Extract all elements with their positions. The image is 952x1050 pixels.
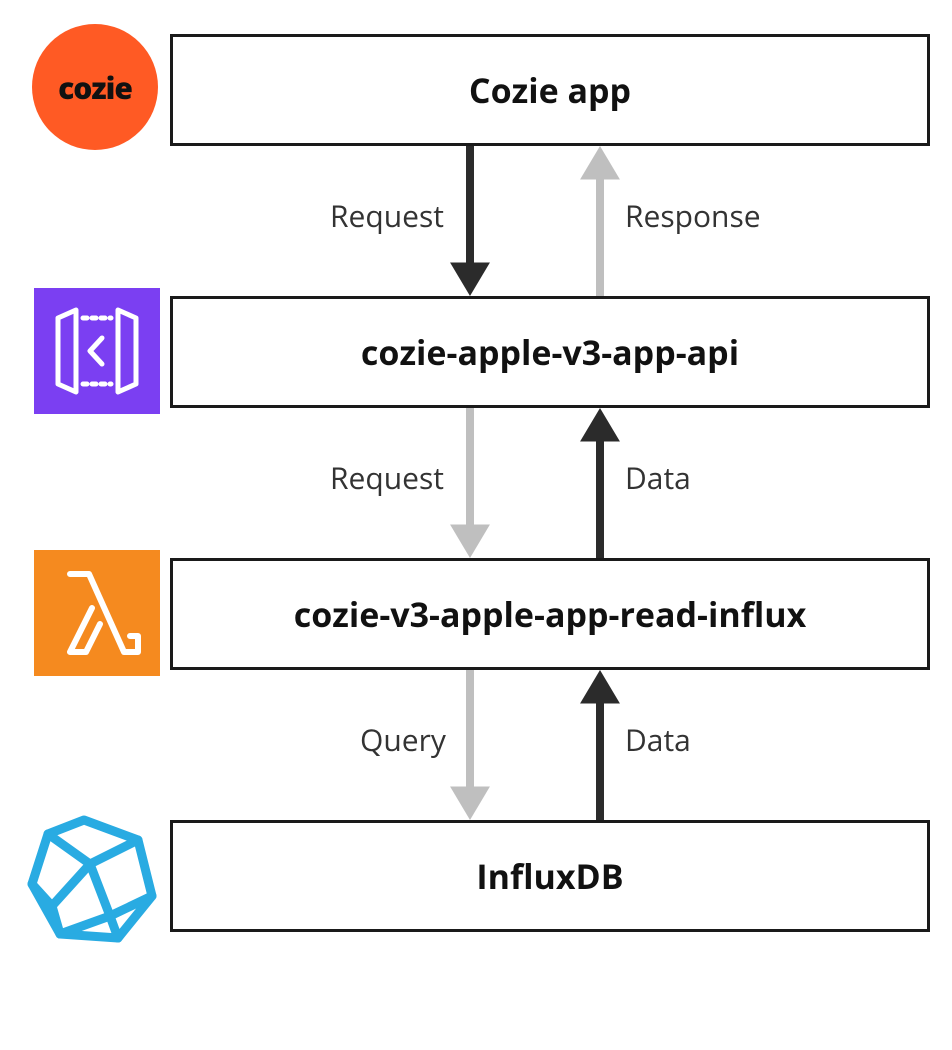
label-data-3: Data	[625, 719, 691, 760]
label-response-1: Response	[625, 195, 761, 236]
label-query-3: Query	[360, 719, 446, 760]
arrows-layer	[0, 0, 952, 1050]
label-request-2: Request	[330, 457, 444, 498]
label-request-1: Request	[330, 195, 444, 236]
diagram-stage: cozie	[0, 0, 952, 1050]
label-data-2: Data	[625, 457, 691, 498]
